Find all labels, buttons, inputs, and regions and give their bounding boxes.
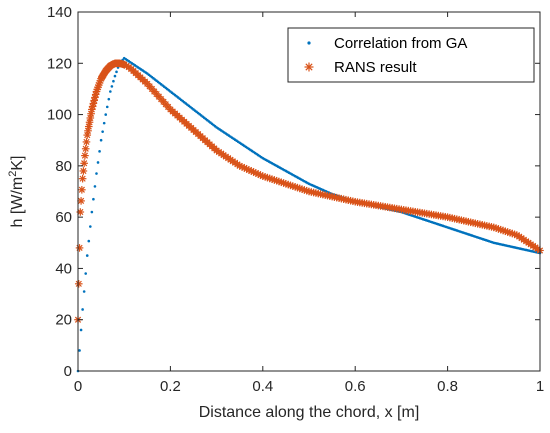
rans-point [78, 174, 87, 183]
correlation-point [96, 161, 100, 164]
legend: Correlation from GA RANS result [287, 27, 535, 83]
y-tick-label: 60 [55, 209, 72, 226]
rans-point [75, 244, 84, 252]
rans-point [81, 144, 90, 153]
y-tick-label: 80 [55, 158, 72, 175]
correlation-point [102, 121, 106, 125]
correlation-point [107, 97, 111, 101]
correlation-point [90, 210, 94, 214]
series-rans [74, 59, 544, 324]
y-tick-label: 20 [55, 312, 72, 329]
legend-star [304, 62, 314, 72]
correlation-point [98, 150, 101, 153]
x-tick-label: 1 [536, 378, 544, 395]
rans-point [80, 159, 88, 168]
x-tick-label: 0 [74, 378, 82, 395]
rans-point [82, 138, 91, 146]
correlation-point [101, 130, 104, 133]
correlation-point [78, 349, 81, 352]
correlation-point [105, 105, 109, 109]
x-tick-label: 0.8 [437, 378, 458, 395]
correlation-point [110, 85, 114, 88]
correlation-point [84, 272, 87, 275]
correlation-point [93, 185, 97, 188]
correlation-point [87, 239, 91, 243]
correlation-point [115, 70, 118, 74]
correlation-point [112, 79, 115, 83]
correlation-point [104, 113, 108, 116]
plot-marks [74, 56, 544, 373]
correlation-point [79, 328, 83, 332]
axis-tick-labels: 0 0.2 0.4 0.6 0.8 1 0 20 40 60 80 100 120 140 [47, 4, 544, 395]
correlation-point [113, 74, 117, 78]
legend-label-correlation: Correlation from GA [334, 35, 467, 52]
x-tick-label: 0.4 [252, 378, 273, 395]
rans-point [81, 151, 89, 160]
rans-point [77, 197, 85, 205]
correlation-point [95, 172, 98, 175]
y-tick-label: 100 [47, 107, 72, 124]
legend-box [287, 27, 535, 83]
rans-point [79, 167, 88, 175]
y-axis-label-prefix: h [W/m [9, 177, 26, 228]
y-axis-label-suffix: K] [9, 156, 26, 171]
correlation-point [99, 138, 103, 142]
y-tick-label: 120 [47, 55, 72, 72]
rans-point [74, 280, 83, 288]
series-correlation [76, 56, 542, 373]
x-tick-label: 0.6 [345, 378, 366, 395]
y-tick-label: 0 [64, 363, 72, 380]
axis-ticks [77, 11, 541, 372]
legend-marker-rans [304, 62, 314, 72]
plot-area-frame [77, 11, 541, 372]
y-axis-label-superscript: 2 [7, 171, 19, 177]
correlation-point [82, 290, 86, 293]
x-axis-label: Distance along the chord, x [m] [199, 404, 420, 421]
correlation-point [85, 254, 89, 257]
y-tick-label: 140 [47, 4, 72, 21]
legend-marker-correlation [307, 41, 311, 45]
correlation-point [92, 197, 95, 201]
correlation-point [81, 308, 84, 311]
x-tick-label: 0.2 [160, 378, 181, 395]
y-axis-label: h [W/m2K] [7, 156, 26, 228]
correlation-point [109, 90, 112, 93]
legend-label-rans: RANS result [334, 59, 417, 76]
rans-point [78, 185, 86, 194]
correlation-point [89, 225, 92, 228]
y-tick-label: 40 [55, 260, 72, 277]
